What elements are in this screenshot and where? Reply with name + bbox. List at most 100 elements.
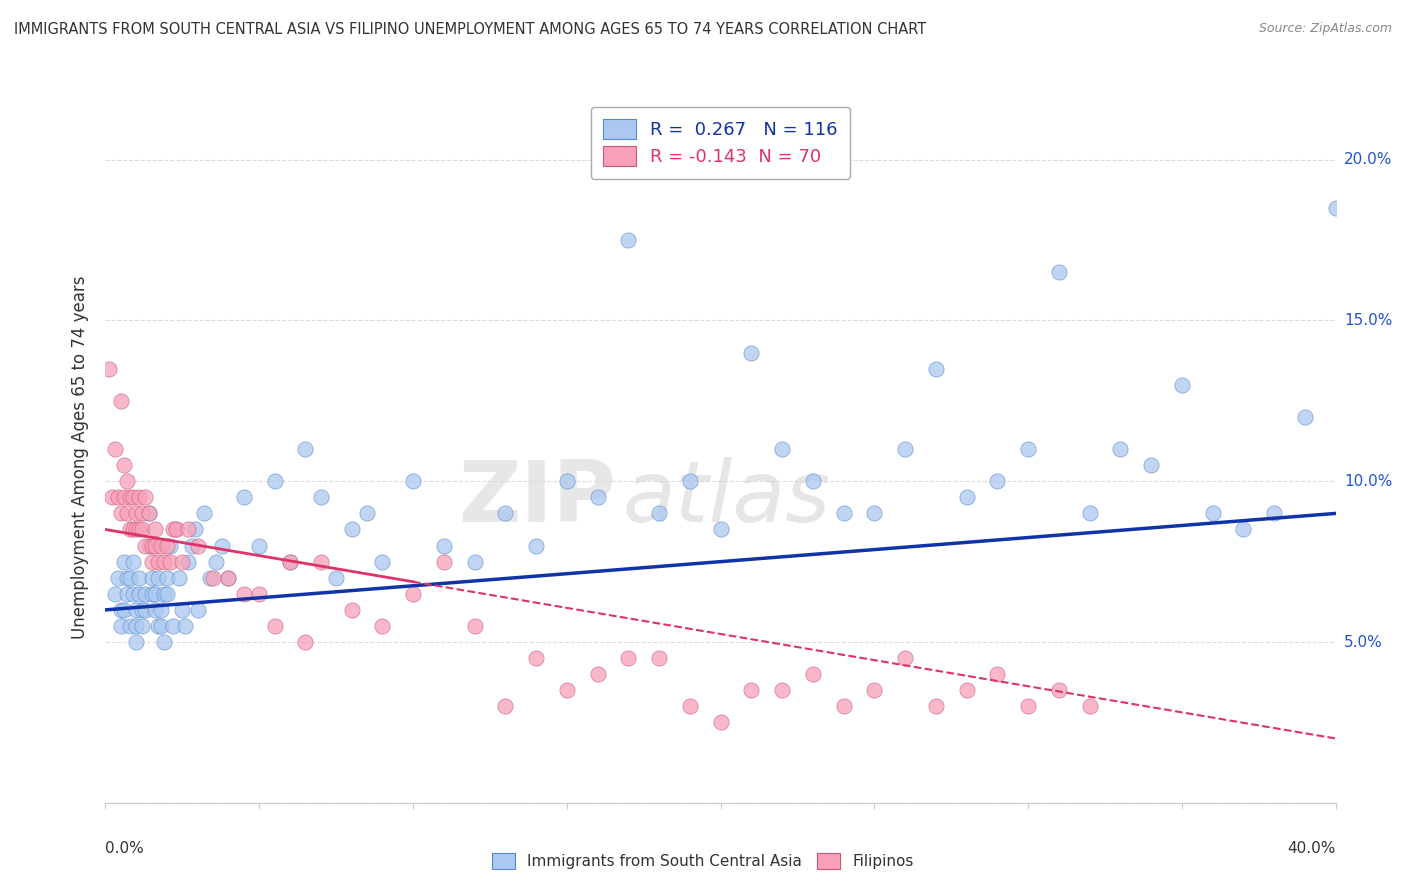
Point [925, 361, 948, 376]
Text: 0.0%: 0.0% [105, 841, 145, 855]
Point [97, 361, 120, 376]
Point [125, 507, 148, 521]
Point [138, 507, 160, 521]
Point [832, 507, 855, 521]
Text: ZIP: ZIP [458, 457, 616, 541]
Point [172, 603, 194, 617]
Text: 10.0%: 10.0% [1344, 474, 1392, 489]
Point [159, 539, 181, 553]
Point [153, 587, 176, 601]
Point [524, 539, 547, 553]
Point [218, 571, 240, 585]
Point [143, 523, 166, 537]
Point [278, 555, 301, 569]
Point [956, 683, 979, 698]
Point [149, 619, 172, 633]
Text: atlas: atlas [621, 457, 830, 541]
Point [1171, 377, 1194, 392]
Point [107, 571, 129, 585]
Point [156, 539, 179, 553]
Point [122, 523, 145, 537]
Point [1202, 507, 1225, 521]
Point [1017, 699, 1039, 714]
Point [107, 491, 129, 505]
Point [180, 539, 202, 553]
Point [172, 555, 194, 569]
Point [115, 587, 138, 601]
Point [770, 442, 793, 456]
Point [110, 507, 132, 521]
Legend: Immigrants from South Central Asia, Filipinos: Immigrants from South Central Asia, Fili… [486, 847, 920, 875]
Point [112, 458, 135, 473]
Point [263, 619, 285, 633]
Point [187, 603, 209, 617]
Point [894, 442, 917, 456]
Point [141, 555, 163, 569]
Point [104, 442, 127, 456]
Point [371, 555, 394, 569]
Point [146, 555, 169, 569]
Point [464, 619, 486, 633]
Point [740, 345, 762, 359]
Point [617, 651, 640, 665]
Point [294, 635, 316, 649]
Text: 40.0%: 40.0% [1288, 841, 1336, 855]
Point [115, 475, 138, 489]
Point [134, 491, 156, 505]
Point [169, 571, 191, 585]
Point [801, 667, 824, 681]
Point [122, 587, 145, 601]
Point [1078, 699, 1101, 714]
Point [1324, 201, 1347, 215]
Point [679, 475, 702, 489]
Point [153, 635, 176, 649]
Point [956, 491, 979, 505]
Point [141, 587, 163, 601]
Point [104, 587, 127, 601]
Point [205, 555, 228, 569]
Point [1047, 683, 1070, 698]
Point [586, 491, 609, 505]
Point [138, 507, 160, 521]
Point [617, 233, 640, 247]
Point [177, 523, 200, 537]
Point [122, 491, 145, 505]
Point [1078, 507, 1101, 521]
Point [648, 651, 671, 665]
Point [100, 491, 122, 505]
Point [143, 539, 166, 553]
Point [1294, 409, 1316, 424]
Point [146, 619, 169, 633]
Point [402, 587, 425, 601]
Point [143, 603, 166, 617]
Point [232, 587, 254, 601]
Point [128, 523, 150, 537]
Point [494, 507, 516, 521]
Point [162, 619, 184, 633]
Point [128, 587, 150, 601]
Point [146, 571, 169, 585]
Point [494, 699, 516, 714]
Point [1047, 265, 1070, 279]
Point [1232, 523, 1254, 537]
Point [159, 555, 181, 569]
Point [134, 587, 156, 601]
Point [156, 571, 179, 585]
Point [162, 523, 184, 537]
Point [177, 555, 200, 569]
Point [402, 475, 425, 489]
Point [131, 507, 153, 521]
Point [356, 507, 378, 521]
Text: 15.0%: 15.0% [1344, 313, 1392, 328]
Point [153, 555, 176, 569]
Point [710, 523, 733, 537]
Point [1355, 377, 1378, 392]
Point [801, 475, 824, 489]
Legend: R =  0.267   N = 116, R = -0.143  N = 70: R = 0.267 N = 116, R = -0.143 N = 70 [591, 107, 851, 179]
Point [202, 571, 225, 585]
Point [187, 539, 209, 553]
Point [165, 523, 187, 537]
Point [165, 523, 187, 537]
Point [770, 683, 793, 698]
Point [894, 651, 917, 665]
